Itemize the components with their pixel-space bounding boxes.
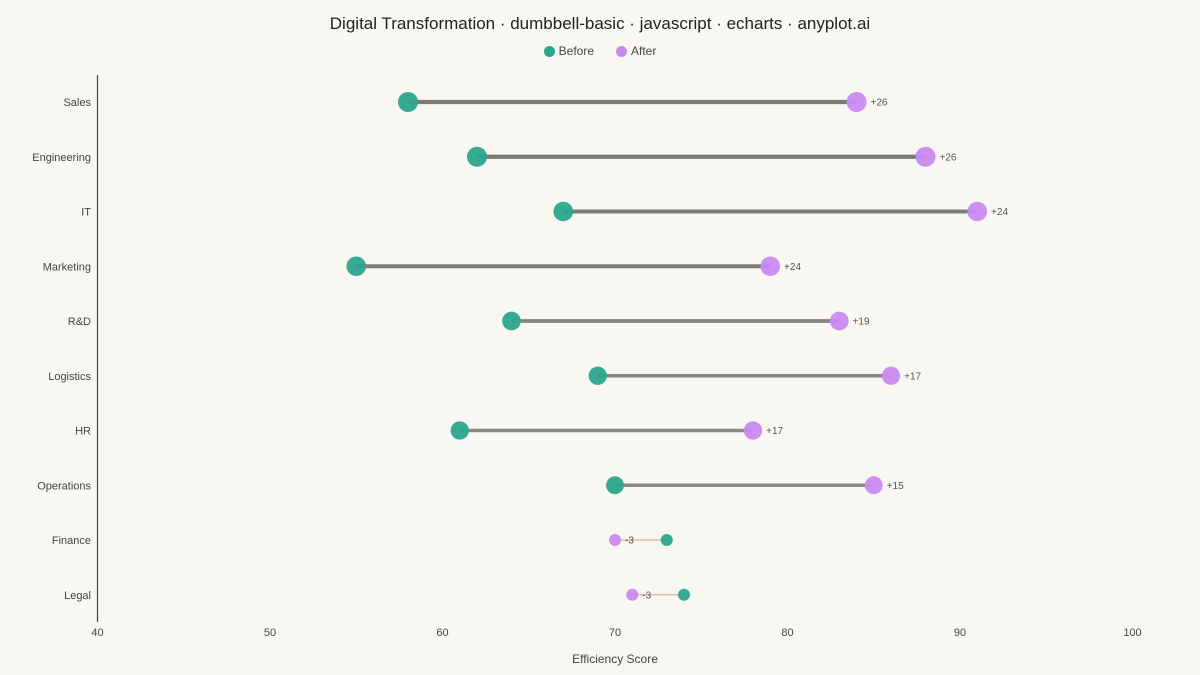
y-tick-label: Operations — [37, 480, 91, 492]
legend-label-before: Before — [558, 44, 594, 58]
x-axis-title: Efficiency Score — [572, 652, 658, 666]
y-tick-label: Engineering — [32, 152, 91, 164]
after-point[interactable] — [864, 476, 883, 495]
after-point[interactable] — [829, 311, 849, 331]
diff-label: +26 — [940, 152, 957, 163]
before-point[interactable] — [606, 476, 624, 495]
diff-label: +17 — [766, 426, 783, 437]
x-tick-label: 60 — [436, 627, 448, 639]
y-tick-label: Sales — [63, 97, 91, 109]
diff-label: -3 — [625, 536, 634, 547]
before-point[interactable] — [502, 311, 521, 331]
before-point[interactable] — [346, 256, 367, 277]
legend-label-after: After — [631, 44, 657, 58]
before-point[interactable] — [450, 421, 469, 440]
legend-swatch-after — [616, 45, 627, 57]
after-point[interactable] — [846, 92, 867, 112]
y-tick-label: Finance — [52, 535, 91, 547]
after-point[interactable] — [760, 256, 781, 277]
y-tick-label: IT — [81, 207, 91, 219]
x-tick-label: 90 — [954, 627, 966, 639]
y-tick-label: Marketing — [43, 261, 91, 273]
after-point[interactable] — [967, 201, 988, 222]
after-point[interactable] — [626, 588, 639, 601]
x-tick-label: 70 — [609, 627, 621, 639]
chart-title: Digital Transformation · dumbbell-basic … — [329, 14, 871, 33]
x-tick-label: 50 — [264, 627, 276, 639]
x-tick-label: 40 — [91, 627, 103, 639]
diff-label: +24 — [991, 207, 1008, 218]
after-point[interactable] — [609, 534, 621, 546]
diff-label: +17 — [904, 371, 921, 382]
y-tick-label: HR — [75, 426, 91, 438]
diff-label: +15 — [887, 481, 904, 492]
before-point[interactable] — [553, 201, 574, 222]
y-tick-label: Legal — [64, 590, 91, 602]
legend-swatch-before — [543, 45, 555, 57]
legend-item-after[interactable]: After — [616, 44, 656, 58]
x-tick-label: 80 — [781, 627, 793, 639]
x-tick-label: 100 — [1123, 627, 1141, 639]
before-point[interactable] — [678, 588, 690, 601]
before-point[interactable] — [398, 92, 418, 112]
legend-item-before[interactable]: Before — [543, 44, 594, 58]
after-point[interactable] — [743, 421, 763, 440]
before-point[interactable] — [467, 146, 487, 167]
after-point[interactable] — [915, 146, 936, 167]
diff-label: -3 — [642, 590, 651, 601]
before-point[interactable] — [588, 366, 607, 385]
diff-label: +26 — [871, 98, 888, 109]
y-tick-label: Logistics — [48, 371, 91, 383]
y-tick-label: R&D — [68, 316, 91, 328]
after-point[interactable] — [881, 366, 901, 385]
before-point[interactable] — [660, 534, 673, 546]
diff-label: +24 — [784, 262, 801, 273]
legend: Before After — [0, 44, 1200, 58]
diff-label: +19 — [853, 317, 870, 328]
